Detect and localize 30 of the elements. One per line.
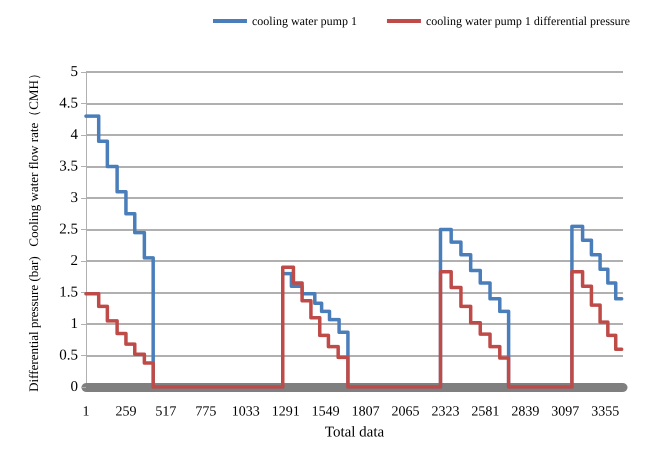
y-tick-label: 4.5 xyxy=(59,96,78,112)
line-series xyxy=(84,266,624,389)
y-tick-label: 1.5 xyxy=(59,284,78,300)
y-tick-label: 0.5 xyxy=(59,348,78,364)
y-tick-label: 5 xyxy=(70,64,78,80)
x-tick-label: 775 xyxy=(195,404,216,420)
x-tick-label: 3097 xyxy=(551,404,580,420)
y-tick-label: 2.5 xyxy=(59,222,78,238)
x-tick-label: 2839 xyxy=(511,404,540,420)
x-tick-label: 1549 xyxy=(312,404,340,420)
y-tick-label: 2 xyxy=(70,253,78,269)
x-tick-label: 1807 xyxy=(352,404,380,420)
y-tick-label: 3.5 xyxy=(59,158,78,174)
x-tick-label: 2323 xyxy=(431,404,460,420)
x-tick-label: 517 xyxy=(155,404,176,420)
y-tick-label: 4 xyxy=(70,127,78,143)
legend-label: cooling water pump 1 xyxy=(252,14,357,28)
x-tick-label: 3355 xyxy=(591,404,620,420)
x-tick-label: 1033 xyxy=(232,404,260,420)
x-tick-label: 2065 xyxy=(392,404,420,420)
legend-label: cooling water pump 1 differential pressure xyxy=(426,14,630,28)
x-tick-label: 1 xyxy=(82,404,90,420)
y-tick-label: 3 xyxy=(70,190,78,206)
y-axis-title: Differential pressure (bar) Cooling water flow rate（CMH） xyxy=(26,67,41,392)
x-tick-label: 2581 xyxy=(471,404,500,420)
x-axis-title: Total data xyxy=(324,424,385,440)
y-tick-label: 0 xyxy=(70,379,78,395)
x-tick-label: 259 xyxy=(115,404,136,420)
x-tick-label: 1291 xyxy=(272,404,300,420)
y-tick-label: 1 xyxy=(70,316,78,332)
